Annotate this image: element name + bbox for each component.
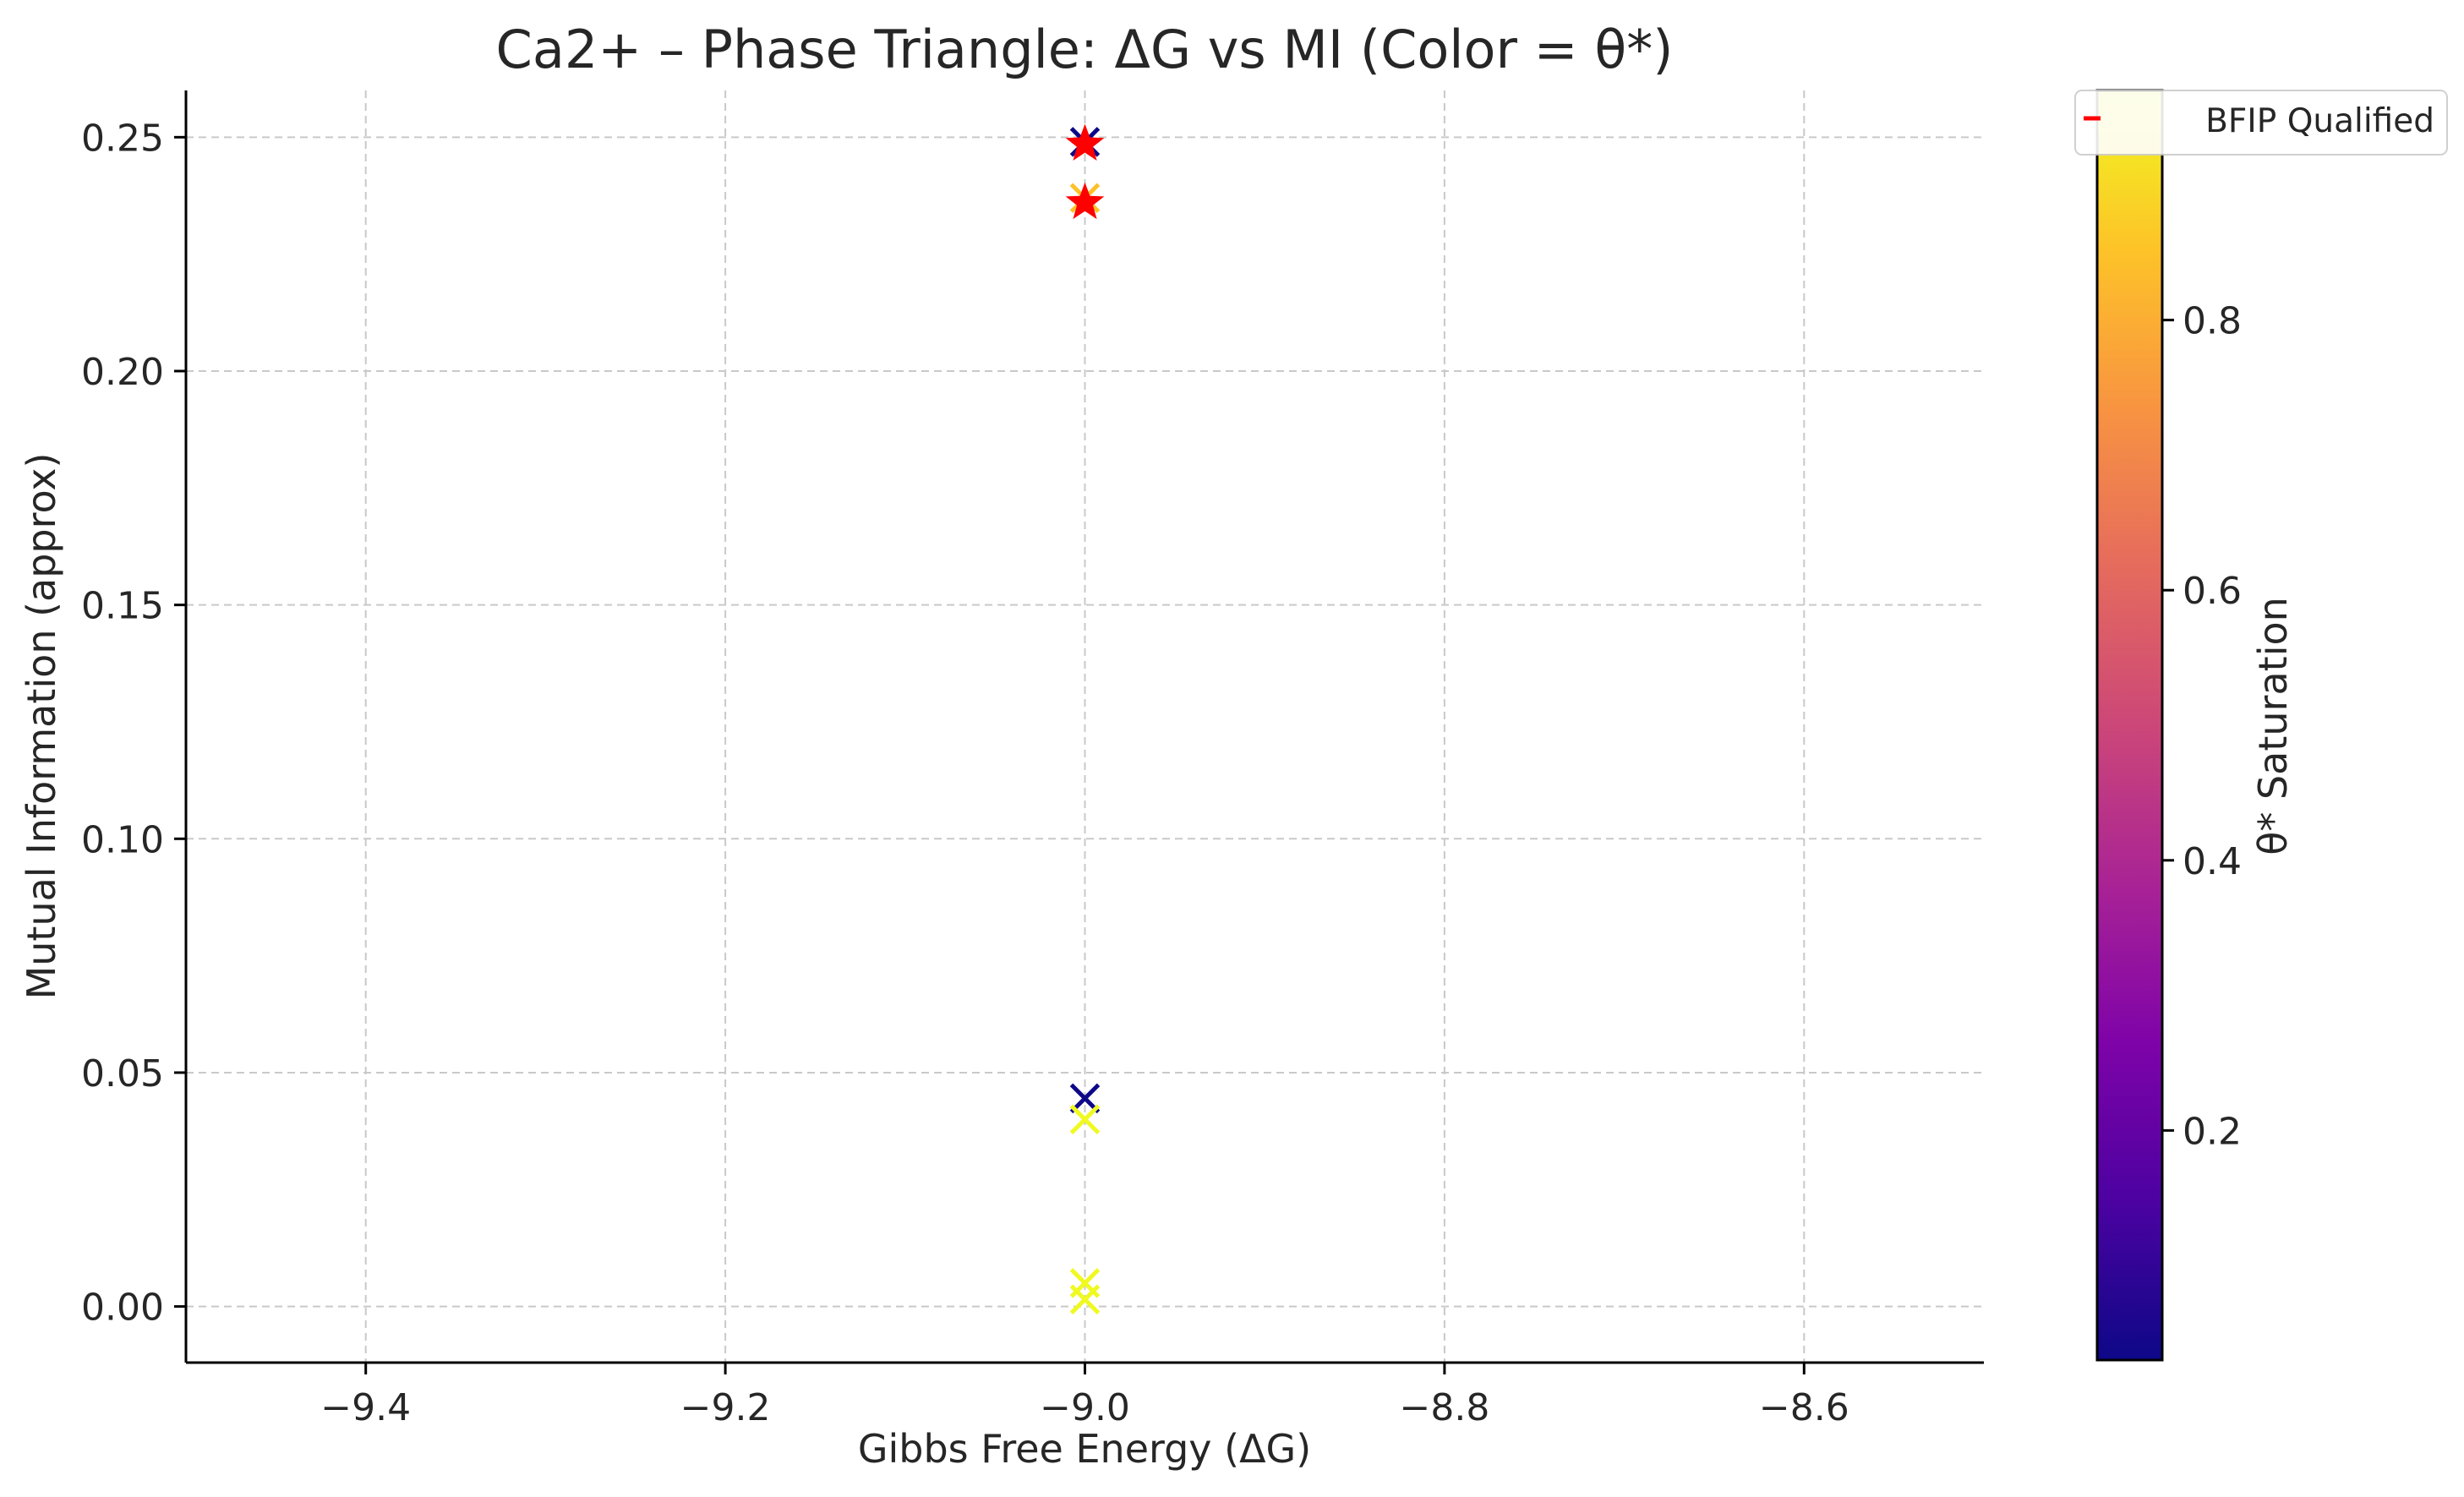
x-tick-label: −8.8 bbox=[1399, 1386, 1489, 1429]
colorbar-gradient bbox=[2095, 89, 2164, 1362]
y-tick-label: 0.20 bbox=[81, 351, 164, 394]
y-axis-label: Mutual Information (approx) bbox=[19, 453, 64, 1000]
colorbar: 0.2 0.4 0.6 0.8 bbox=[2095, 89, 2242, 1362]
colorbar-tick-label: 0.4 bbox=[2183, 840, 2242, 883]
bfip-star-marker bbox=[1065, 123, 1105, 161]
x-tick-label: −8.6 bbox=[1759, 1386, 1849, 1429]
x-axis-label: Gibbs Free Energy (ΔG) bbox=[858, 1426, 1311, 1472]
point-stroke bbox=[1069, 1104, 1101, 1135]
data-point bbox=[1069, 1083, 1101, 1114]
colorbar-tick-label: 0.6 bbox=[2183, 570, 2242, 613]
point-stroke bbox=[1069, 1083, 1101, 1114]
y-tick-label: 0.10 bbox=[81, 818, 164, 861]
colorbar-label: θ* Saturation bbox=[2250, 597, 2296, 855]
axes: −9.4 −9.2 −9.0 −8.8 −8.6 0.00 0.05 0.10 0.15 0.20… bbox=[81, 90, 1984, 1429]
data-point bbox=[1069, 1284, 1101, 1315]
chart-title: Ca2+ – Phase Triangle: ΔG vs MI (Color =… bbox=[496, 19, 1674, 80]
legend: BFIP Qualified bbox=[2074, 90, 2448, 156]
y-tick-label: 0.05 bbox=[81, 1052, 164, 1095]
y-tick-label: 0.25 bbox=[81, 117, 164, 160]
data-point bbox=[1069, 1104, 1101, 1135]
x-tick-label: −9.4 bbox=[320, 1386, 411, 1429]
colorbar-tick-label: 0.8 bbox=[2183, 300, 2242, 343]
colorbar-tick-label: 0.2 bbox=[2183, 1110, 2242, 1153]
x-tick-label: −9.2 bbox=[680, 1386, 771, 1429]
y-tick-label: 0.00 bbox=[81, 1287, 164, 1330]
grid bbox=[186, 90, 1984, 1363]
legend-label: BFIP Qualified bbox=[2205, 102, 2434, 140]
x-tick-label: −9.0 bbox=[1040, 1386, 1130, 1429]
y-tick-label: 0.15 bbox=[81, 585, 164, 628]
point-stroke bbox=[1069, 1284, 1101, 1315]
data-points bbox=[1065, 123, 1105, 1315]
bfip-star-marker bbox=[1065, 182, 1105, 220]
legend-box bbox=[2074, 90, 2448, 156]
